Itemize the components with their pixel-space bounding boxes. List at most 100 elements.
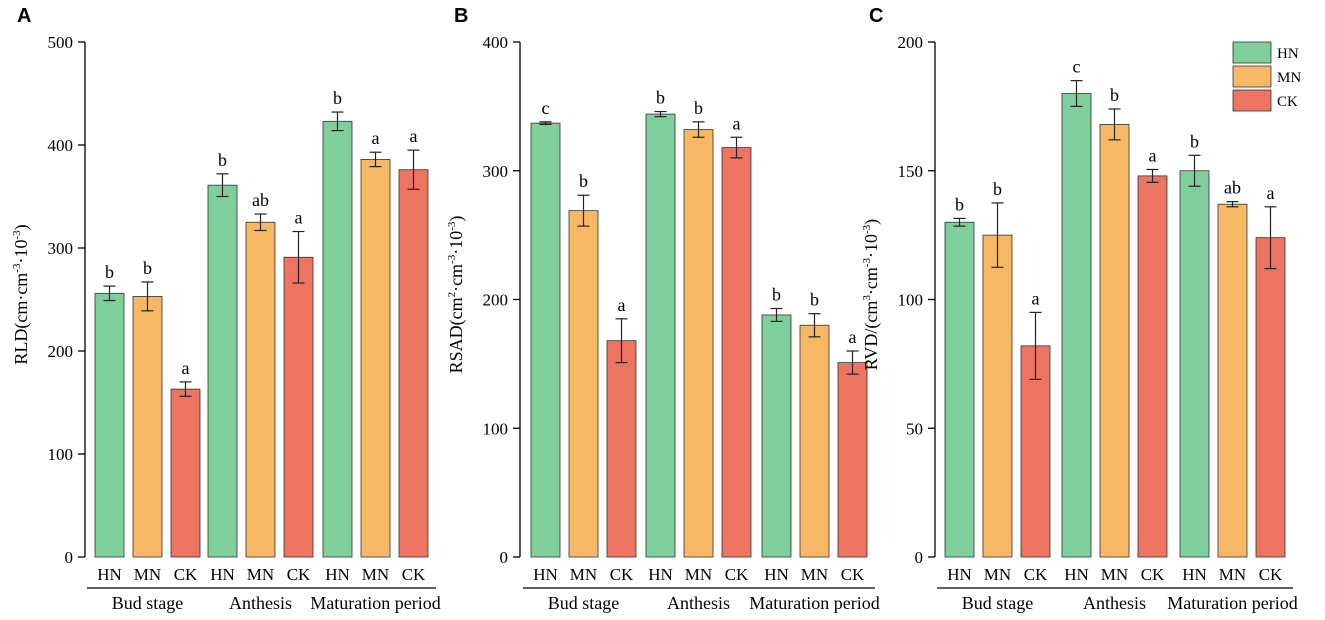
bar-hn (322, 120, 353, 558)
bar-hn (944, 221, 975, 558)
y-axis-label-superscript: -3 (861, 257, 873, 267)
x-tick-label: CK (725, 565, 749, 584)
y-axis-label-superscript: 2 (446, 292, 458, 298)
bar-mn (683, 129, 714, 558)
group-label: Bud stage (962, 593, 1034, 613)
panel-letter: A (17, 5, 31, 27)
y-axis-label-part: RLD(cm·cm (11, 273, 32, 365)
y-tick-label: 100 (483, 419, 509, 438)
y-axis-label-part: RVD/(cm (861, 301, 882, 371)
significance-letter: a (733, 113, 741, 133)
x-tick-label: CK (1141, 565, 1165, 584)
x-tick-label: MN (685, 565, 712, 584)
significance-letter: b (993, 179, 1002, 199)
x-tick-label: CK (841, 565, 865, 584)
y-axis-label-part: RSAD(cm (446, 297, 467, 373)
significance-letter: a (182, 358, 190, 378)
significance-letter: b (1110, 85, 1119, 105)
bar-ck (1137, 175, 1168, 558)
x-tick-label: MN (362, 565, 389, 584)
x-tick-label: HN (97, 565, 122, 584)
y-axis-label-superscript: -3 (446, 221, 458, 231)
y-tick-label: 100 (898, 291, 924, 310)
bar-mn (1217, 203, 1248, 558)
legend-swatch-mn (1232, 65, 1272, 88)
x-tick-label: HN (1064, 565, 1089, 584)
bar-ck (721, 147, 752, 558)
x-tick-label: MN (1101, 565, 1128, 584)
bar-hn (94, 292, 125, 558)
x-tick-label: HN (648, 565, 673, 584)
legend-label: HN (1277, 46, 1299, 62)
y-tick-label: 200 (898, 33, 924, 52)
significance-letter: a (1149, 145, 1157, 165)
bar-ck (837, 362, 868, 558)
significance-letter: a (410, 126, 418, 146)
significance-letter: b (810, 290, 819, 310)
y-axis-label-part: ·cm (446, 264, 466, 292)
bar-hn (1061, 93, 1092, 558)
legend-label: CK (1277, 94, 1298, 110)
panel-c: C050100150200RVD/(cm3·cm-3·10-3)bHNbMNaC… (861, 5, 1298, 613)
y-axis-label-part: ·10 (861, 234, 881, 258)
significance-letter: c (542, 98, 550, 118)
group-label: Bud stage (548, 593, 620, 613)
y-tick-label: 500 (48, 33, 74, 52)
legend-swatch-ck (1232, 89, 1272, 112)
x-tick-label: MN (1219, 565, 1246, 584)
y-tick-label: 300 (483, 162, 509, 181)
bar-mn (799, 324, 830, 558)
significance-letter: ab (1224, 178, 1241, 198)
legend-label: MN (1277, 70, 1301, 86)
significance-letter: b (1190, 131, 1199, 151)
bar-hn (1179, 170, 1210, 558)
x-tick-label: CK (402, 565, 426, 584)
group-label: Anthesis (1083, 593, 1146, 613)
bar-mn (568, 210, 599, 558)
significance-letter: b (772, 285, 781, 305)
y-tick-label: 200 (483, 291, 509, 310)
y-tick-label: 0 (65, 548, 74, 567)
significance-letter: b (218, 150, 227, 170)
x-tick-label: MN (247, 565, 274, 584)
bar-ck (398, 169, 429, 558)
bar-hn (645, 113, 676, 558)
x-tick-label: MN (134, 565, 161, 584)
bar-hn (761, 314, 792, 558)
y-axis-label: RLD(cm·cm-3·10-3) (11, 224, 32, 364)
x-tick-label: CK (610, 565, 634, 584)
x-tick-label: MN (570, 565, 597, 584)
y-axis-label-part: ) (11, 224, 32, 230)
x-tick-label: HN (325, 565, 350, 584)
y-tick-label: 150 (898, 162, 924, 181)
y-tick-label: 50 (906, 419, 923, 438)
x-tick-label: CK (287, 565, 311, 584)
bar-mn (245, 221, 276, 558)
x-tick-label: HN (764, 565, 789, 584)
panel-letter: C (869, 5, 883, 27)
bar-ck (283, 256, 314, 558)
significance-letter: a (295, 208, 303, 228)
x-tick-label: HN (533, 565, 558, 584)
x-tick-label: MN (801, 565, 828, 584)
y-tick-label: 100 (48, 445, 74, 464)
significance-letter: c (1073, 57, 1081, 77)
panel-letter: B (454, 5, 468, 27)
bar-mn (1099, 124, 1130, 558)
y-axis-label-superscript: -3 (861, 224, 873, 234)
y-tick-label: 0 (915, 548, 924, 567)
y-axis-label: RSAD(cm2·cm-3·10-3) (446, 216, 467, 374)
x-tick-label: HN (1182, 565, 1207, 584)
y-tick-label: 400 (483, 33, 509, 52)
y-tick-label: 0 (500, 548, 509, 567)
legend: HN MN CK (1232, 41, 1301, 112)
significance-letter: ab (252, 190, 269, 210)
y-axis-label-superscript: 3 (861, 295, 873, 301)
significance-letter: a (618, 295, 626, 315)
significance-letter: b (955, 194, 964, 214)
significance-letter: b (105, 262, 114, 282)
x-tick-label: CK (1259, 565, 1283, 584)
group-label: Anthesis (229, 593, 292, 613)
y-axis-label-superscript: -3 (11, 263, 23, 273)
